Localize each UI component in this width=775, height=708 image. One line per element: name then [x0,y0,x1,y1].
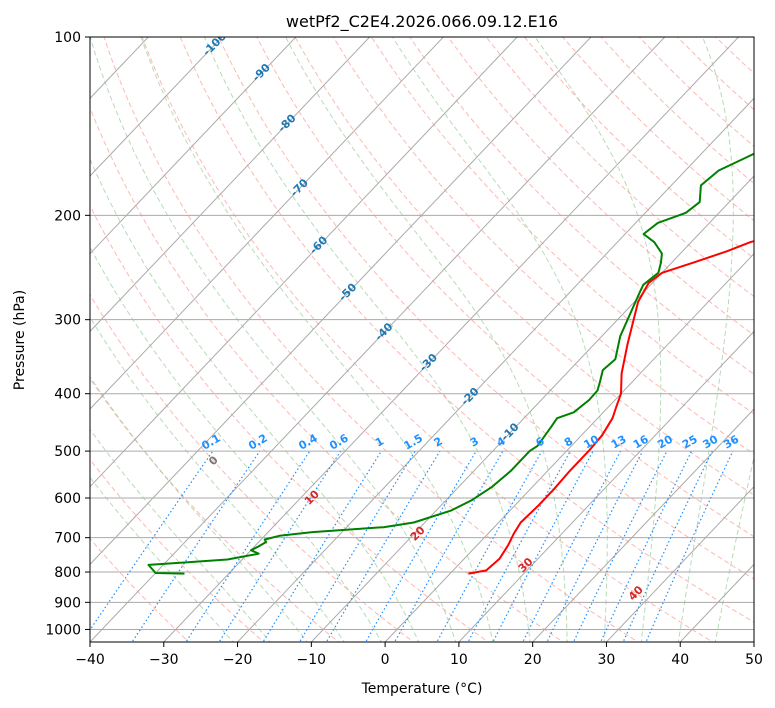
x-tick-label: −30 [149,652,179,668]
isotherm-line [163,37,740,642]
dewpoint-profile-line [147,152,754,575]
dry-adiabat-line [256,37,754,538]
y-tick-label: 600 [54,491,81,507]
dry-adiabat-line [90,458,265,642]
mixing-ratio-line [365,450,477,642]
mixing-ratio-line [90,450,214,631]
mixing-ratio-line [492,450,594,642]
isotherm-line [90,37,666,642]
chart-title: wetPf2_C2E4.2026.066.09.12.E16 [286,12,558,32]
dry-adiabat-line [294,37,754,496]
x-tick-label: −20 [223,652,253,668]
x-tick-label: −10 [297,652,327,668]
dry-adiabat-line [218,37,754,580]
dry-adiabat-line [447,37,754,336]
x-axis-title: Temperature (°C) [361,681,483,697]
mixing-ratio-line [467,450,571,642]
isotherm-line [531,408,754,642]
isotherm-line [90,37,297,255]
plot-frame [89,36,755,643]
isotherm-line [605,485,754,642]
y-tick-label: 700 [54,531,81,547]
dry-adiabat-line [753,37,754,38]
tick-layer: −40 −30 −20 −10 0 10 20 30 40 50 100 200 300 400 500 60… [45,30,763,668]
y-tick-label: 200 [54,208,81,224]
dry-adiabat-line [90,204,490,642]
isotherm-line [458,330,754,642]
dry-adiabat-line [332,37,754,455]
mixing-ratio-line [622,450,713,642]
isotherm-line [310,175,754,642]
x-tick-label: 30 [597,652,615,668]
mixing-ratio-line [599,450,693,642]
x-tick-label: 50 [745,652,763,668]
x-tick-label: 0 [381,652,390,668]
y-tick-label: 1000 [45,622,81,638]
y-tick-label: 500 [54,444,81,460]
isotherm-line [90,37,518,488]
dry-adiabat-line [409,37,754,375]
y-tick-label: 900 [54,595,81,611]
y-tick-label: 800 [54,565,81,581]
y-tick-label: 300 [54,313,81,329]
x-tick-label: 40 [671,652,689,668]
moist-adiabat-line [90,37,457,642]
mixing-ratio-line [131,450,261,642]
isotherm-line [753,641,754,642]
mixing-ratio-line [185,450,311,642]
x-tick-label: 10 [450,652,468,668]
mixing-ratio-line [218,450,342,642]
isotherm-line [90,37,445,410]
isotherm-line [236,97,754,642]
temperature-profile-line [468,240,754,575]
y-tick-label: 100 [54,30,81,46]
series-layer [147,152,754,575]
x-tick-label: 20 [524,652,542,668]
mixing-ratio-line [262,450,382,642]
dry-adiabat-line [141,37,714,642]
isotherm-line [90,37,371,333]
isotherm-line [384,252,754,642]
y-tick-label: 400 [54,387,81,403]
x-tick-label: −40 [75,652,105,668]
grid-layer [90,37,754,642]
y-axis-title: Pressure (hPa) [12,290,28,390]
isotherm-line [90,37,592,566]
isotherm-line [90,37,223,177]
mixing-ratio-line [522,450,622,642]
mixing-ratio-line [325,450,441,642]
